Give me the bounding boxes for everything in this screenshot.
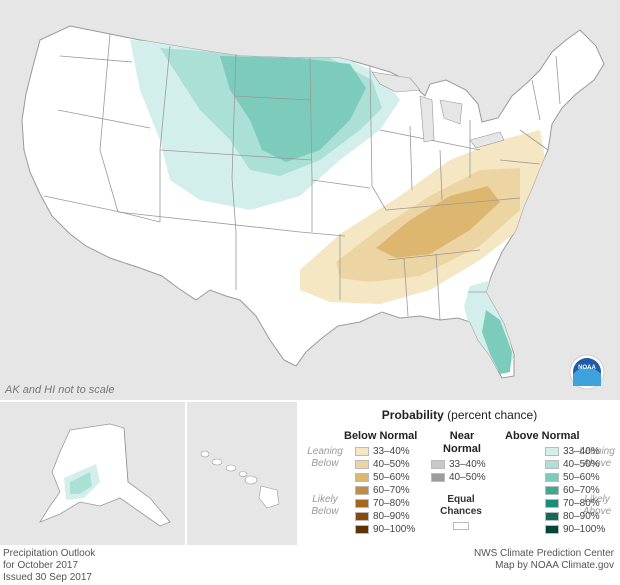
likely-above-label: Likely Above (582, 494, 612, 517)
equal-chances-label: Equal Chances (440, 494, 482, 517)
above-normal-region-florida-50-60 (482, 310, 512, 374)
below-normal-bin-swatch (355, 525, 369, 534)
below-normal-region-50-60 (376, 186, 500, 258)
below-normal-bin-label: 80–90% (373, 511, 410, 522)
above-normal-bin-label: 70–80% (563, 498, 600, 509)
above-normal-bin-swatch (545, 460, 559, 469)
below-normal-bin-swatch (355, 460, 369, 469)
above-normal-bin-label: 33–40% (563, 446, 600, 457)
near-normal-bin-label: 33–40% (449, 459, 486, 470)
above-normal-bin-swatch (545, 525, 559, 534)
footer-left-line-1: Precipitation Outlook (3, 548, 96, 559)
above-normal-heading: Above Normal (505, 430, 580, 442)
near-normal-heading: Near Normal (443, 430, 481, 455)
below-normal-bin-label: 60–70% (373, 485, 410, 496)
footer-left: Precipitation Outlook for October 2017 I… (3, 548, 95, 584)
below-normal-bin-label: 40–50% (373, 459, 410, 470)
conus-map-svg: NOAA (21, 25, 605, 390)
footer-right-line-2: Map by NOAA Climate.gov (495, 560, 614, 571)
legend-title: Probability (percent chance) (299, 408, 620, 422)
below-normal-bin-swatch (355, 447, 369, 456)
conus-map: NOAA AK and HI not to scale (0, 0, 620, 400)
hawaii-islands (200, 450, 280, 509)
below-normal-bin-swatch (355, 473, 369, 482)
above-normal-bin-label: 90–100% (563, 524, 606, 535)
legend: Probability (percent chance) Below Norma… (299, 402, 620, 545)
above-normal-bin-swatch (545, 512, 559, 521)
great-lakes (371, 71, 505, 149)
below-normal-bin-label: 70–80% (373, 498, 410, 509)
below-normal-bin-label: 50–60% (373, 472, 410, 483)
footer-left-line-3: Issued 30 Sep 2017 (3, 572, 92, 583)
scale-note: AK and HI not to scale (5, 384, 115, 396)
equal-chances-swatch (453, 522, 469, 530)
near-normal-bin-swatch (431, 473, 445, 482)
legend-title-suffix: (percent chance) (447, 408, 538, 422)
above-normal-bin-swatch (545, 486, 559, 495)
hawaii-inset (187, 402, 297, 545)
below-normal-bin-swatch (355, 486, 369, 495)
hawaii-svg (200, 450, 280, 509)
below-normal-bin-label: 33–40% (373, 446, 410, 457)
below-normal-heading: Below Normal (344, 430, 418, 442)
above-normal-bin-swatch (545, 499, 559, 508)
state-borders (43, 33, 561, 321)
above-normal-bin-label: 60–70% (563, 485, 600, 496)
legend-title-main: Probability (381, 408, 444, 422)
leaning-below-label: Leaning Below (307, 446, 343, 469)
leaning-above-label: Leaning Above (579, 446, 615, 469)
footer-left-line-2: for October 2017 (3, 560, 79, 571)
likely-below-label: Likely Below (311, 494, 339, 517)
above-normal-bin-label: 50–60% (563, 472, 600, 483)
alaska-inset (0, 402, 185, 545)
below-normal-bin-swatch (355, 512, 369, 521)
footer-right: NWS Climate Prediction Center Map by NOA… (474, 548, 614, 572)
alaska-svg (39, 423, 171, 527)
noaa-logo-text: NOAA (578, 365, 596, 371)
canada-border (123, 427, 129, 483)
near-normal-bin-label: 40–50% (449, 472, 486, 483)
above-normal-bin-swatch (545, 447, 559, 456)
below-normal-bin-swatch (355, 499, 369, 508)
above-normal-bin-label: 80–90% (563, 511, 600, 522)
above-normal-region-50-60 (220, 56, 366, 162)
above-normal-bin-swatch (545, 473, 559, 482)
footer-right-line-1: NWS Climate Prediction Center (473, 548, 614, 559)
above-normal-bin-label: 40–50% (563, 459, 600, 470)
alaska-above-normal-region-inner (70, 472, 92, 494)
noaa-logo: NOAA (569, 354, 605, 390)
below-normal-bin-label: 90–100% (373, 524, 416, 535)
near-normal-bin-swatch (431, 460, 445, 469)
alaska-landmass (39, 423, 171, 527)
